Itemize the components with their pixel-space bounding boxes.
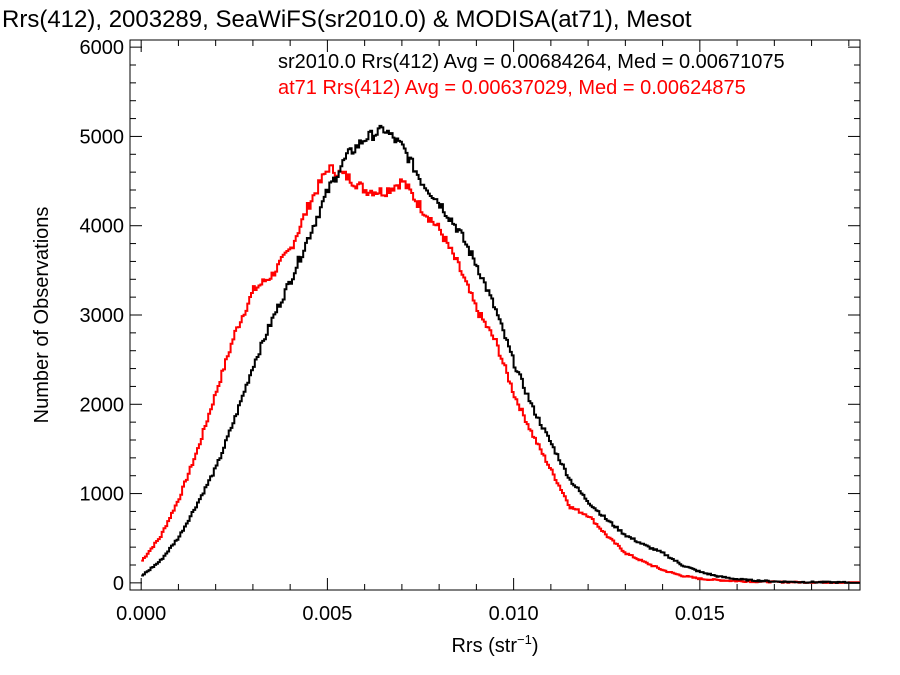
x-tick-label: 0.015 [675,603,725,625]
x-tick-label: 0.010 [489,603,539,625]
y-axis: 0 1000 2000 3000 4000 5000 6000 [80,37,860,595]
x-axis-label: Rrs (str−1) [451,632,538,657]
series-layer [141,124,860,584]
y-axis-label: Number of Observations [31,207,53,424]
legend-annotations: sr2010.0 Rrs(412) Avg = 0.00684264, Med … [278,51,785,99]
x-axis: 0.000 0.005 0.010 0.015 [116,40,850,625]
stats-annotation: at71 Rrs(412) Avg = 0.00637029, Med = 0.… [278,77,746,99]
y-tick-label: 0 [113,573,124,595]
x-axis-label-text: Rrs (str [451,635,517,657]
y-tick-label: 3000 [80,305,125,327]
y-tick-label: 6000 [80,37,125,59]
series-line-at71 [141,164,860,584]
y-tick-label: 5000 [80,126,125,148]
plot-frame [129,39,861,591]
y-tick-label: 4000 [80,216,125,238]
y-tick-label: 2000 [80,394,125,416]
x-axis-label-close: ) [532,635,539,657]
x-tick-label: 0.005 [302,603,352,625]
x-axis-label-superscript: −1 [517,632,532,647]
x-tick-label: 0.000 [116,603,166,625]
chart-title: Rrs(412), 2003289, SeaWiFS(sr2010.0) & M… [2,6,692,33]
y-tick-label: 1000 [80,484,125,506]
series-line-sr2010.0 [141,124,860,584]
stats-annotation: sr2010.0 Rrs(412) Avg = 0.00684264, Med … [278,51,785,73]
